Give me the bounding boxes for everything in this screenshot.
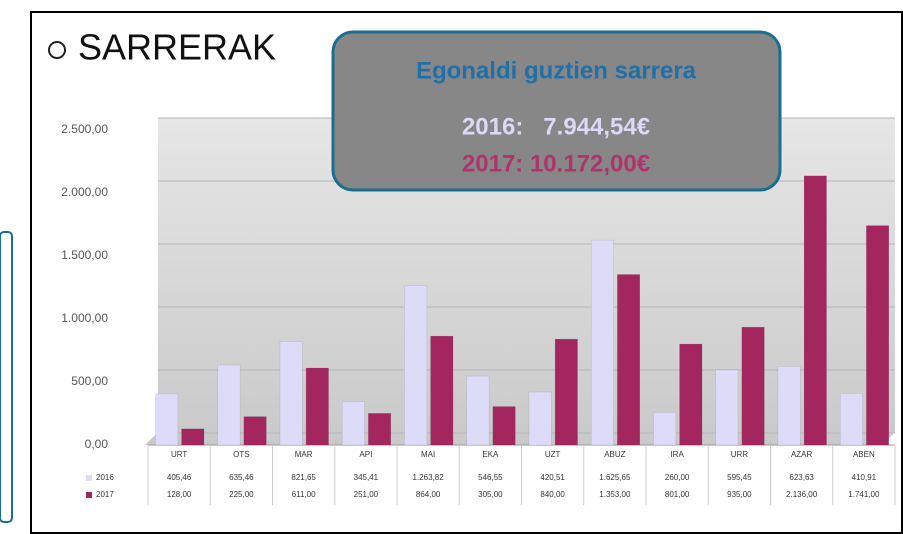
bar [492, 406, 516, 446]
bar [368, 413, 392, 446]
y-tick-label: 500,00 [71, 374, 108, 388]
bar [777, 366, 801, 446]
slide-title: SARRERAK [78, 27, 276, 68]
callout-box [331, 30, 782, 192]
x-tick-label: OTS [233, 450, 249, 459]
y-tick-label: 1.500,00 [61, 248, 108, 262]
bar [217, 364, 241, 446]
x-tick-label: API [359, 450, 372, 459]
bar [528, 391, 552, 446]
x-tick-label: MAR [295, 450, 313, 459]
bar [715, 369, 739, 446]
plot-wall [145, 118, 895, 445]
x-tick-label: MAI [421, 450, 435, 459]
bar [741, 326, 765, 446]
table-cell: 623,63 [789, 473, 814, 482]
callout-2016: 2016: 7.944,54€ [462, 113, 650, 140]
legend-label: 2016 [96, 473, 114, 482]
table-cell: 410,91 [852, 473, 877, 482]
table-cell: 345,41 [354, 473, 379, 482]
legend-label: 2017 [96, 490, 114, 499]
bar [305, 367, 329, 446]
x-tick-label: UZT [545, 450, 561, 459]
bar [839, 392, 863, 446]
x-tick-label: IRA [670, 450, 684, 459]
table-cell: 821,65 [291, 473, 316, 482]
x-tick-label: URT [171, 450, 187, 459]
table-cell: 801,00 [665, 490, 690, 499]
table-cell: 260,00 [665, 473, 690, 482]
table-cell: 595,45 [727, 473, 752, 482]
table-cell: 611,00 [292, 490, 316, 499]
callout-2017: 2017: 10.172,00€ [462, 150, 650, 177]
x-tick-label: ABUZ [604, 450, 625, 459]
legend-swatch [86, 475, 92, 481]
bar [341, 401, 365, 446]
bullet [48, 41, 66, 59]
y-tick-label: 2.000,00 [61, 185, 108, 199]
table-cell: 405,46 [167, 473, 192, 482]
bar [866, 225, 890, 446]
table-cell: 1.625,65 [599, 473, 631, 482]
table-cell: 635,46 [229, 473, 254, 482]
bar [243, 416, 267, 446]
bar [653, 411, 677, 446]
table-cell: 305,00 [478, 490, 503, 499]
bar [590, 239, 614, 446]
table-cell: 1.741,00 [848, 490, 880, 499]
table-cell: 1.353,00 [599, 490, 631, 499]
bar [554, 338, 578, 446]
table-cell: 420,51 [540, 473, 565, 482]
x-tick-label: ABEN [853, 450, 875, 459]
y-tick-label: 1.000,00 [61, 311, 108, 325]
table-cell: 864,00 [416, 490, 441, 499]
table-cell: 128,00 [167, 490, 192, 499]
x-tick-label: URR [731, 450, 749, 459]
table-cell: 1.263,82 [413, 473, 445, 482]
side-panel [0, 231, 13, 523]
bar [279, 341, 303, 446]
legend-swatch [86, 492, 92, 498]
y-tick-label: 2.500,00 [61, 122, 108, 136]
bar [155, 393, 179, 446]
x-tick-label: EKA [482, 450, 499, 459]
callout-heading: Egonaldi guztien sarrera [416, 57, 697, 84]
bar [404, 285, 428, 446]
bar [430, 335, 454, 446]
bar [679, 343, 703, 446]
table-cell: 251,00 [354, 490, 379, 499]
table-cell: 225,00 [229, 490, 254, 499]
table-cell: 546,55 [478, 473, 503, 482]
table-cell: 935,00 [727, 490, 752, 499]
y-tick-label: 0,00 [85, 437, 109, 451]
callout: Egonaldi guztien sarrera 2016: 7.944,54€… [331, 30, 782, 192]
x-tick-label: AZAR [791, 450, 813, 459]
bar [181, 428, 205, 446]
table-cell: 2.136,00 [786, 490, 818, 499]
bar [466, 375, 490, 446]
bar [617, 274, 641, 446]
bar [803, 175, 827, 446]
table-cell: 840,00 [540, 490, 565, 499]
